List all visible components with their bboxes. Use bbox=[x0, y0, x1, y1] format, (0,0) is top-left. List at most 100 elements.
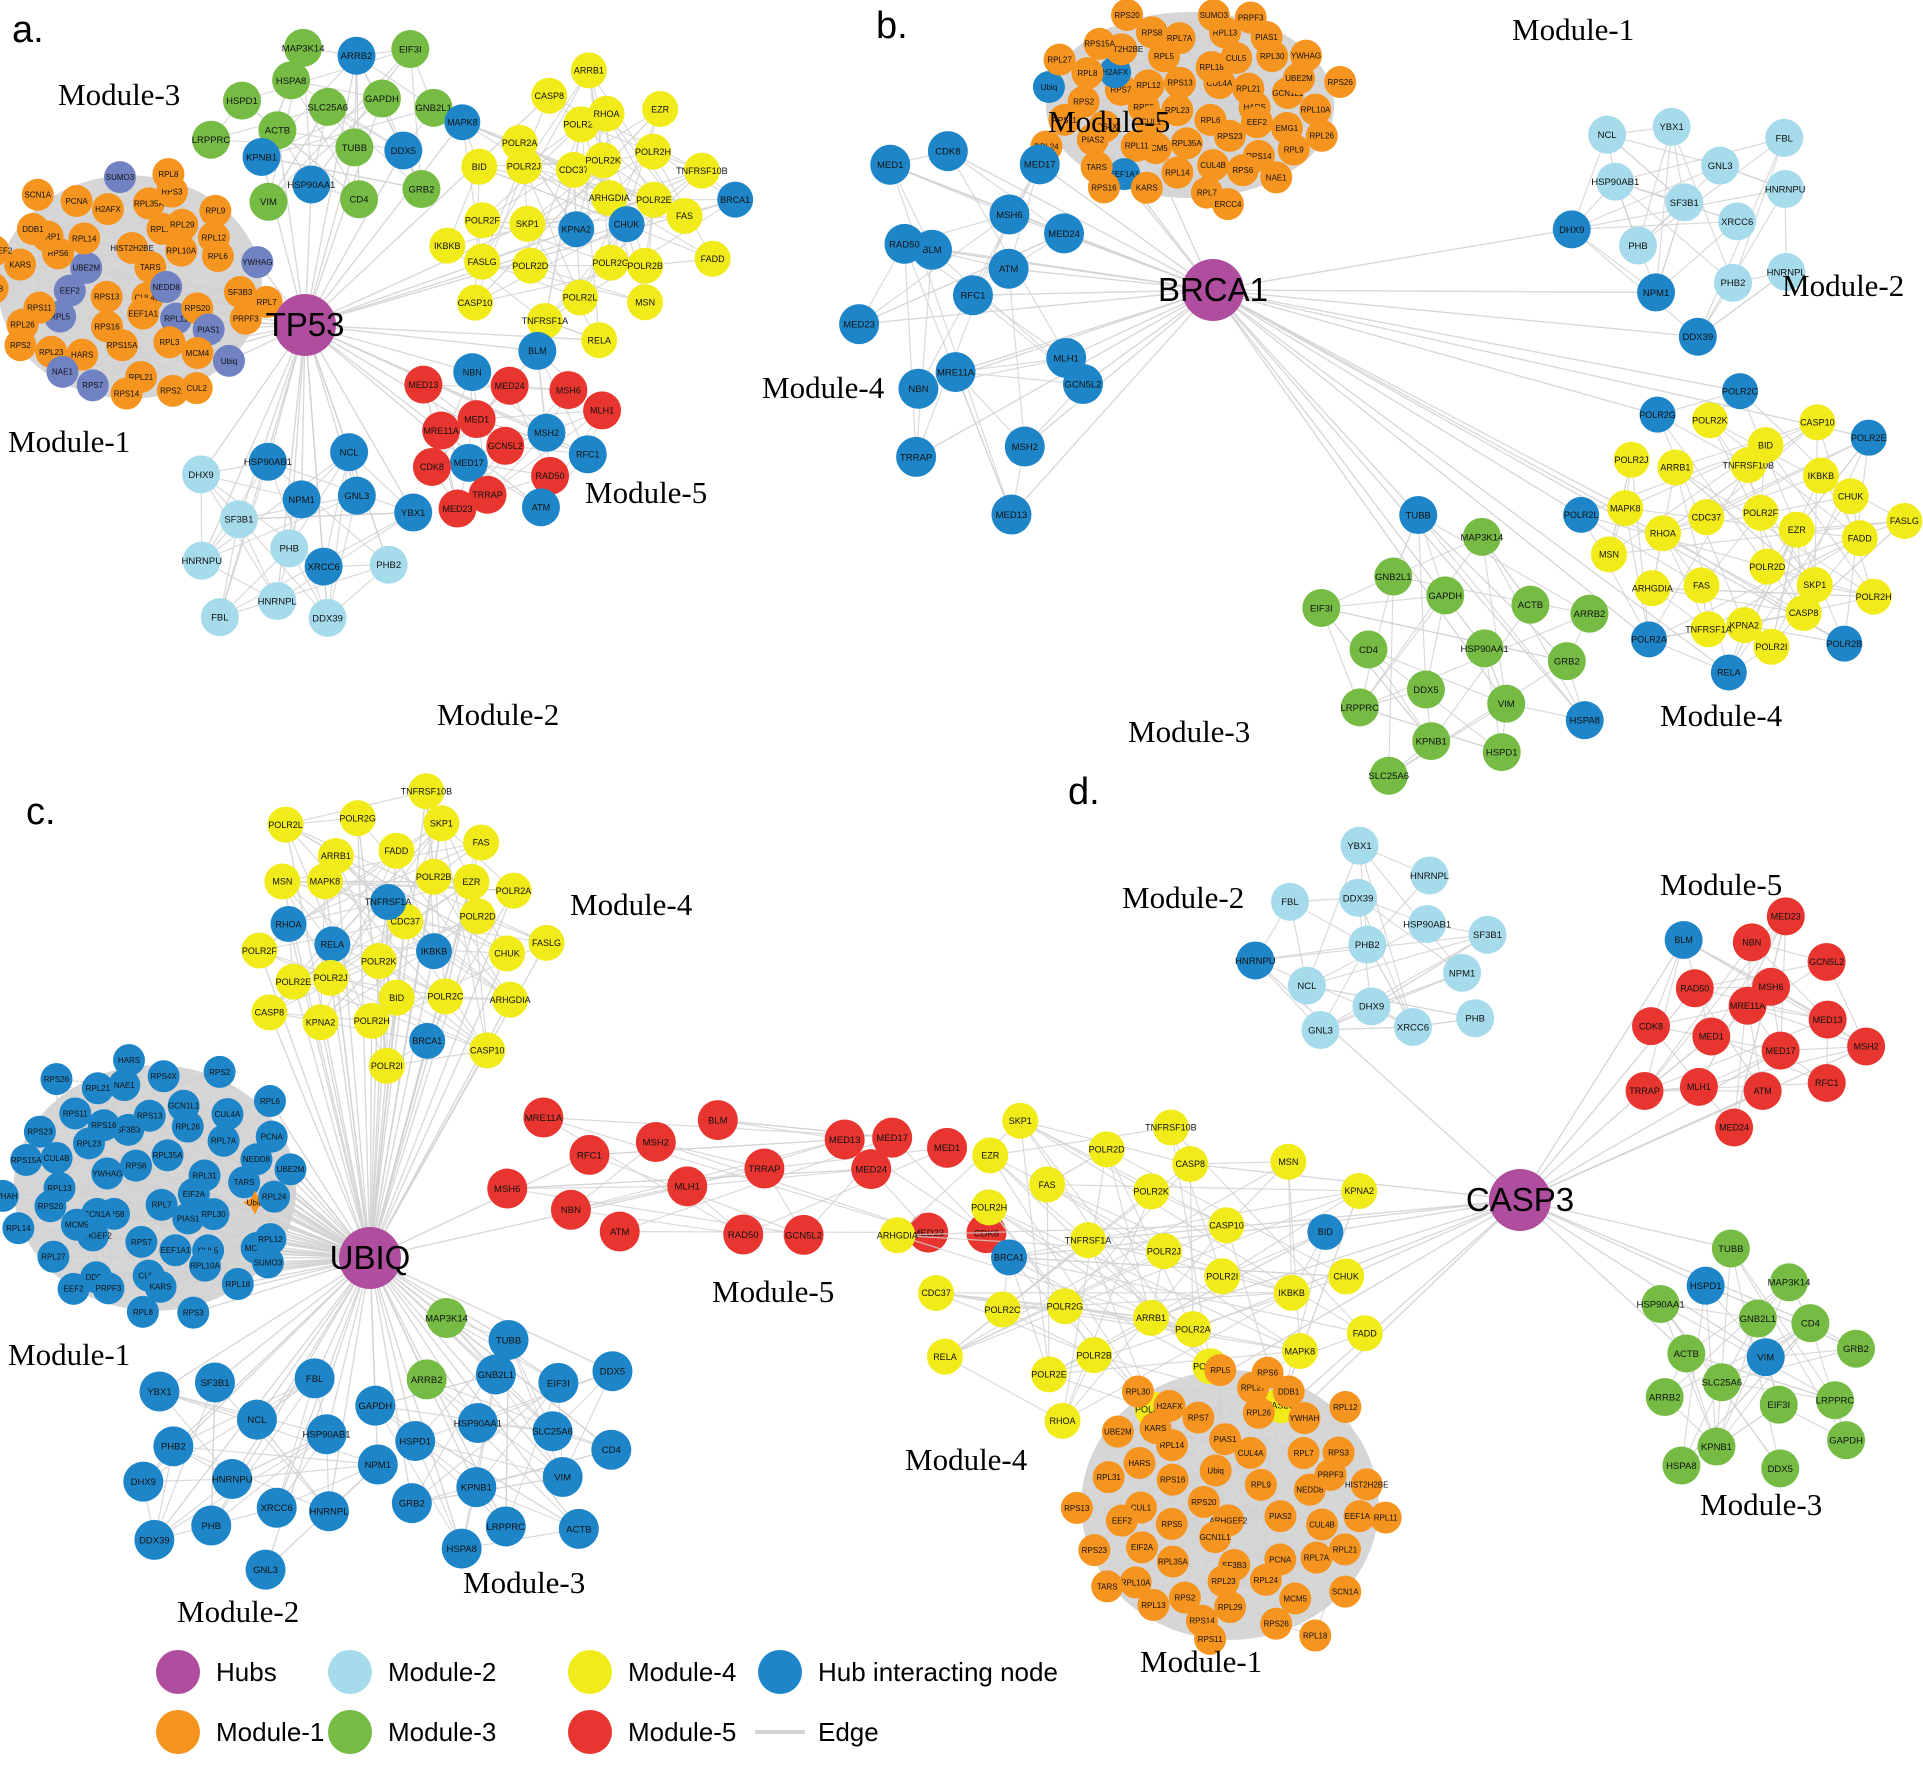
node-MRE11A[interactable]: MRE11A bbox=[422, 411, 461, 450]
node-RFC1[interactable]: RFC1 bbox=[569, 1134, 610, 1175]
node-FBL[interactable]: FBL bbox=[200, 598, 239, 637]
node-GCN1L1[interactable]: GCN1L1 bbox=[167, 1089, 200, 1122]
node-VIM[interactable]: VIM bbox=[1487, 684, 1526, 723]
node-POLR2A[interactable]: POLR2A bbox=[1630, 621, 1667, 658]
node-GNL3[interactable]: GNL3 bbox=[1701, 146, 1740, 185]
node-POLR2I[interactable]: POLR2I bbox=[1753, 628, 1790, 665]
node-LRPPRC[interactable]: LRPPRC bbox=[485, 1506, 526, 1547]
node-KPNB1[interactable]: KPNB1 bbox=[242, 137, 281, 176]
node-MED1[interactable]: MED1 bbox=[457, 400, 496, 439]
node-FAS[interactable]: FAS bbox=[1029, 1166, 1066, 1203]
node-HSP90AA1[interactable]: HSP90AA1 bbox=[287, 165, 335, 204]
node-RPL31[interactable]: RPL31 bbox=[188, 1159, 221, 1192]
node-CUL2[interactable]: CUL2 bbox=[180, 372, 213, 405]
node-PHB2[interactable]: PHB2 bbox=[1713, 263, 1752, 302]
node-RPL35A[interactable]: RPL35A bbox=[1156, 1545, 1189, 1578]
node-BLM[interactable]: BLM bbox=[697, 1100, 738, 1141]
node-FBL[interactable]: FBL bbox=[1270, 882, 1309, 921]
node-RPS16[interactable]: RPS16 bbox=[1156, 1463, 1189, 1496]
node-XRCC6[interactable]: XRCC6 bbox=[1718, 202, 1757, 241]
node-TUBB[interactable]: TUBB bbox=[1711, 1229, 1750, 1268]
node-POLR2A[interactable]: POLR2A bbox=[1174, 1311, 1211, 1348]
node-NCL[interactable]: NCL bbox=[236, 1399, 277, 1440]
node-CD4[interactable]: CD4 bbox=[340, 180, 379, 219]
node-RPS7[interactable]: RPS7 bbox=[1182, 1401, 1215, 1434]
node-SCN1A[interactable]: SCN1A bbox=[1329, 1575, 1362, 1608]
node-CASP10[interactable]: CASP10 bbox=[1208, 1207, 1245, 1244]
node-HARS[interactable]: HARS bbox=[112, 1044, 145, 1077]
node-GNL3[interactable]: GNL3 bbox=[245, 1549, 286, 1590]
node-RHOA[interactable]: RHOA bbox=[588, 95, 625, 132]
node-HARS[interactable]: HARS bbox=[1123, 1446, 1156, 1479]
node-PCNA[interactable]: PCNA bbox=[255, 1120, 288, 1153]
node-UBE2M[interactable]: UBE2M bbox=[1101, 1415, 1134, 1448]
node-FBL[interactable]: FBL bbox=[1765, 118, 1804, 157]
node-RAD50[interactable]: RAD50 bbox=[1675, 969, 1714, 1008]
node-POLR2G[interactable]: POLR2G bbox=[592, 244, 629, 281]
node-TUBB[interactable]: TUBB bbox=[335, 128, 374, 167]
node-MED13[interactable]: MED13 bbox=[824, 1119, 865, 1160]
node-RPL3[interactable]: RPL3 bbox=[153, 326, 186, 359]
node-POLR2B[interactable]: POLR2B bbox=[1826, 625, 1863, 662]
node-EZR[interactable]: EZR bbox=[1778, 511, 1815, 548]
node-SKP1[interactable]: SKP1 bbox=[1002, 1102, 1039, 1139]
node-CDC37[interactable]: CDC37 bbox=[1688, 499, 1725, 536]
node-NBN[interactable]: NBN bbox=[453, 353, 492, 392]
node-RPS7[interactable]: RPS7 bbox=[76, 369, 109, 402]
node-TRRAP[interactable]: TRRAP bbox=[744, 1148, 785, 1189]
node-CASP10[interactable]: CASP10 bbox=[457, 284, 494, 321]
node-FADD[interactable]: FADD bbox=[1346, 1315, 1383, 1352]
hub-node-BRCA1[interactable]: BRCA1 bbox=[1158, 259, 1268, 321]
node-RPS26[interactable]: RPS26 bbox=[40, 1063, 73, 1096]
node-RPS16[interactable]: RPS16 bbox=[1087, 171, 1120, 204]
node-POLR2C[interactable]: POLR2C bbox=[427, 978, 464, 1015]
node-EZR[interactable]: EZR bbox=[972, 1137, 1009, 1174]
node-TUBB[interactable]: TUBB bbox=[488, 1319, 529, 1360]
node-HSPD1[interactable]: HSPD1 bbox=[1686, 1266, 1725, 1305]
node-MSN[interactable]: MSN bbox=[1270, 1143, 1307, 1180]
node-RPS11[interactable]: RPS11 bbox=[59, 1097, 92, 1130]
node-KPNA2[interactable]: KPNA2 bbox=[558, 211, 595, 248]
node-RPL8[interactable]: RPL8 bbox=[1071, 57, 1104, 90]
node-YWHAG[interactable]: YWHAG bbox=[91, 1157, 124, 1190]
node-RPS6[interactable]: RPS6 bbox=[1251, 1356, 1284, 1389]
node-POLR2E[interactable]: POLR2E bbox=[1850, 419, 1887, 456]
node-HNRNPL[interactable]: HNRNPL bbox=[309, 1491, 350, 1532]
node-LRPPRC[interactable]: LRPPRC bbox=[1340, 688, 1379, 727]
node-CASP10[interactable]: CASP10 bbox=[469, 1032, 506, 1069]
node-RPL9[interactable]: RPL9 bbox=[1244, 1468, 1277, 1501]
node-FASLG[interactable]: FASLG bbox=[1886, 502, 1923, 539]
node-VIM[interactable]: VIM bbox=[542, 1456, 583, 1497]
node-CDC37[interactable]: CDC37 bbox=[918, 1274, 955, 1311]
node-POLR2L[interactable]: POLR2L bbox=[1563, 496, 1600, 533]
node-GRB2[interactable]: GRB2 bbox=[391, 1483, 432, 1524]
node-FBL[interactable]: FBL bbox=[294, 1358, 335, 1399]
node-ACTB[interactable]: ACTB bbox=[1511, 585, 1550, 624]
node-VIM[interactable]: VIM bbox=[249, 182, 288, 221]
node-POLR2B[interactable]: POLR2B bbox=[1076, 1337, 1113, 1374]
node-PHB[interactable]: PHB bbox=[191, 1505, 232, 1546]
node-NPM1[interactable]: NPM1 bbox=[282, 480, 321, 519]
node-RPS6[interactable]: RPS6 bbox=[1226, 154, 1259, 187]
node-ERCC4[interactable]: ERCC4 bbox=[1211, 188, 1244, 221]
node-RPS4X[interactable]: RPS4X bbox=[147, 1060, 180, 1093]
node-CDK8[interactable]: CDK8 bbox=[927, 131, 968, 172]
node-H2AFX[interactable]: H2AFX bbox=[91, 193, 124, 226]
node-SKP1[interactable]: SKP1 bbox=[509, 205, 546, 242]
node-YWHAG[interactable]: YWHAG bbox=[241, 246, 274, 279]
node-YBX1[interactable]: YBX1 bbox=[1340, 826, 1379, 865]
node-POLR2K[interactable]: POLR2K bbox=[585, 142, 622, 179]
node-HNRNPU[interactable]: HNRNPU bbox=[181, 541, 222, 580]
node-CDK8[interactable]: CDK8 bbox=[1632, 1007, 1671, 1046]
node-ARRB2[interactable]: ARRB2 bbox=[1645, 1378, 1684, 1417]
node-DDX39[interactable]: DDX39 bbox=[1678, 317, 1717, 356]
node-BRCA1[interactable]: BRCA1 bbox=[717, 181, 754, 218]
node-RPS23[interactable]: RPS23 bbox=[23, 1115, 56, 1148]
node-FASLG[interactable]: FASLG bbox=[464, 243, 501, 280]
node-POLR2J[interactable]: POLR2J bbox=[1145, 1233, 1182, 1270]
node-MED13[interactable]: MED13 bbox=[404, 365, 443, 404]
node-Ubiq[interactable]: Ubiq bbox=[212, 344, 245, 377]
node-HNRNPL[interactable]: HNRNPL bbox=[1410, 856, 1449, 895]
node-SF3B1[interactable]: SF3B1 bbox=[219, 500, 258, 539]
node-NAE1[interactable]: NAE1 bbox=[46, 355, 79, 388]
